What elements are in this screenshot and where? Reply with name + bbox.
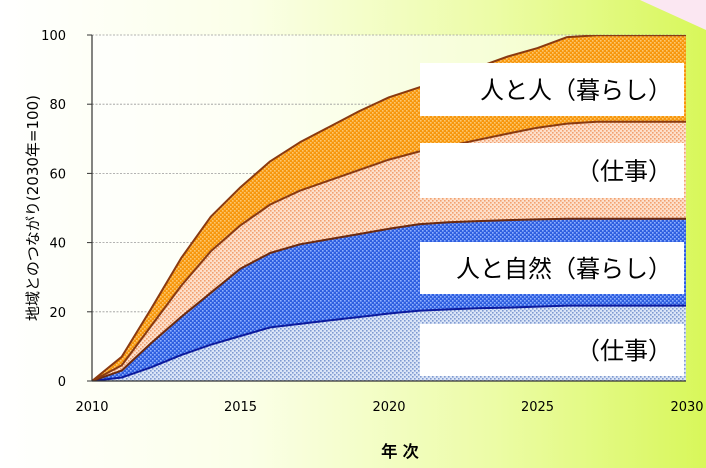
y-tick-label: 60 (49, 167, 66, 182)
series-label: （仕事） (576, 158, 672, 186)
y-axis-title: 地域とのつながり(2030年=100) (24, 95, 42, 321)
y-tick-label: 20 (49, 306, 66, 321)
x-tick-label: 2025 (521, 400, 554, 415)
series-label-box (420, 143, 684, 198)
area-series-4 (92, 35, 686, 381)
y-tick-label: 80 (49, 98, 66, 113)
line-series-4 (92, 35, 686, 381)
series-label: （仕事） (576, 337, 672, 365)
x-tick-label: 2010 (75, 400, 108, 415)
corner-accent (640, 0, 706, 30)
line-series-3 (92, 120, 686, 381)
line-series-1 (92, 304, 686, 381)
y-tick-label: 40 (49, 237, 66, 252)
series-label-box (420, 324, 684, 376)
series-label: 人と人（暮らし） (480, 77, 672, 105)
series-label-box (420, 242, 684, 294)
x-tick-label: 2015 (224, 400, 257, 415)
series-label: 人と自然（暮らし） (456, 255, 672, 283)
y-tick-label: 0 (58, 375, 66, 390)
x-tick-label: 2020 (372, 400, 405, 415)
x-tick-label: 2030 (670, 400, 703, 415)
line-series-2 (92, 217, 686, 381)
x-axis-title: 年 次 (381, 442, 419, 461)
series-label-box (420, 63, 684, 116)
y-tick-label: 100 (41, 29, 66, 44)
